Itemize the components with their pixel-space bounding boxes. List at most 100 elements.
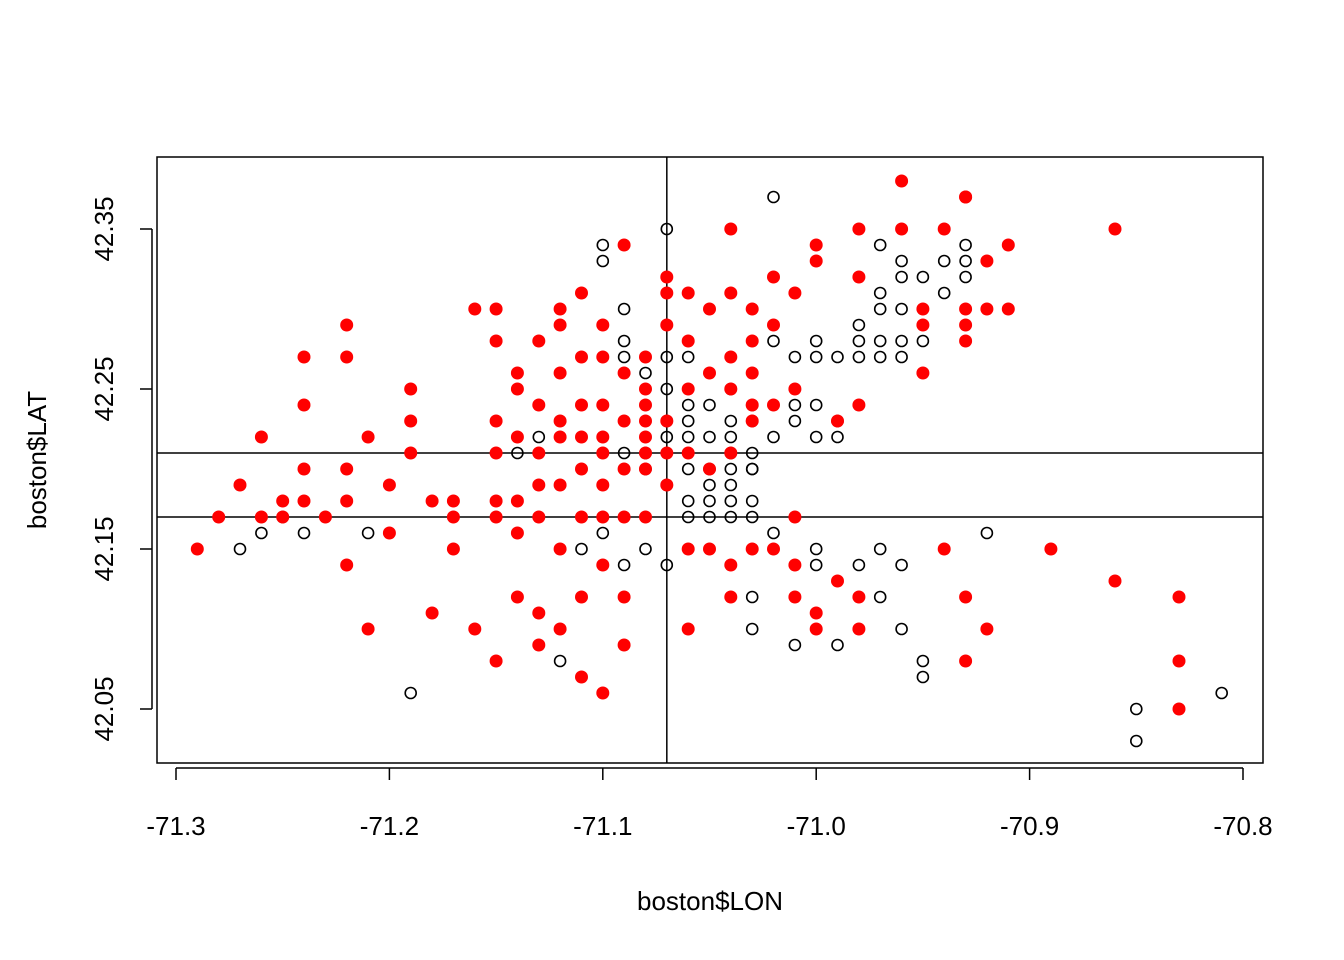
point-filled: [233, 478, 247, 492]
point-filled: [724, 558, 738, 572]
point-open: [660, 222, 674, 236]
point-filled: [468, 302, 482, 316]
point-filled: [596, 430, 610, 444]
point-filled: [703, 462, 716, 476]
point-filled: [596, 510, 610, 524]
point-filled: [617, 366, 631, 380]
point-filled: [190, 542, 204, 556]
point-open: [681, 494, 695, 508]
point-filled: [852, 590, 866, 604]
point-filled: [382, 478, 396, 492]
point-open: [873, 238, 887, 252]
point-filled: [916, 302, 930, 316]
point-filled: [553, 302, 567, 316]
point-filled: [553, 542, 567, 556]
point-open: [681, 510, 695, 524]
point-filled: [340, 318, 354, 332]
point-filled: [553, 366, 567, 380]
point-open: [916, 270, 930, 284]
point-filled: [980, 622, 994, 636]
point-open: [724, 414, 738, 428]
point-filled: [361, 622, 375, 636]
point-filled: [703, 542, 716, 556]
point-filled: [361, 430, 375, 444]
point-open: [895, 334, 908, 348]
point-filled: [340, 462, 354, 476]
point-open: [724, 478, 738, 492]
point-filled: [745, 302, 759, 316]
point-open: [553, 654, 567, 668]
x-axis: -71.3 -71.2 -71.1 -71.0 -70.9 -70.8: [146, 767, 1273, 841]
point-open: [297, 526, 311, 540]
x-tick-label: -71.3: [146, 811, 205, 841]
point-filled: [532, 638, 546, 652]
point-filled: [489, 494, 503, 508]
point-filled: [681, 542, 695, 556]
point-open: [767, 190, 780, 204]
point-filled: [340, 494, 354, 508]
point-filled: [745, 366, 759, 380]
point-filled: [510, 382, 524, 396]
point-open: [873, 590, 887, 604]
point-open: [809, 430, 823, 444]
point-open: [1130, 734, 1143, 748]
data-points: [190, 174, 1228, 748]
point-filled: [660, 414, 674, 428]
point-filled: [575, 398, 588, 412]
point-open: [724, 462, 738, 476]
y-tick-label: 42.05: [89, 676, 119, 741]
point-filled: [510, 590, 524, 604]
point-open: [745, 590, 759, 604]
point-filled: [575, 670, 588, 684]
point-filled: [404, 382, 418, 396]
point-open: [617, 350, 631, 364]
point-filled: [318, 510, 332, 524]
x-axis-label: boston$LON: [637, 886, 783, 916]
point-open: [660, 382, 674, 396]
point-open: [745, 446, 759, 460]
point-filled: [596, 318, 610, 332]
point-open: [852, 350, 866, 364]
point-filled: [510, 526, 524, 540]
point-open: [916, 654, 930, 668]
y-tick-label: 42.15: [89, 516, 119, 581]
point-filled: [1172, 590, 1186, 604]
reference-lines: [157, 157, 1263, 763]
point-open: [852, 334, 866, 348]
point-open: [681, 398, 695, 412]
point-open: [660, 558, 674, 572]
point-filled: [788, 510, 802, 524]
point-filled: [575, 462, 588, 476]
point-open: [916, 670, 930, 684]
point-open: [233, 542, 247, 556]
point-filled: [660, 270, 674, 284]
point-open: [639, 366, 652, 380]
point-open: [724, 510, 738, 524]
point-filled: [553, 478, 567, 492]
point-filled: [980, 302, 994, 316]
point-filled: [596, 478, 610, 492]
point-open: [959, 270, 972, 284]
point-open: [895, 558, 908, 572]
point-filled: [660, 318, 674, 332]
point-open: [511, 446, 524, 460]
point-filled: [212, 510, 226, 524]
point-filled: [745, 414, 759, 428]
point-filled: [596, 446, 610, 460]
point-filled: [852, 622, 866, 636]
point-filled: [788, 286, 802, 300]
point-filled: [937, 222, 951, 236]
point-filled: [852, 270, 866, 284]
x-tick-label: -71.0: [787, 811, 846, 841]
point-filled: [660, 446, 674, 460]
point-filled: [724, 350, 738, 364]
point-open: [809, 398, 823, 412]
point-filled: [1172, 654, 1186, 668]
point-filled: [532, 478, 546, 492]
point-filled: [254, 510, 268, 524]
point-filled: [1172, 702, 1186, 716]
point-open: [617, 446, 631, 460]
y-axis-label: boston$LAT: [22, 391, 52, 529]
point-open: [681, 414, 695, 428]
point-filled: [788, 382, 802, 396]
